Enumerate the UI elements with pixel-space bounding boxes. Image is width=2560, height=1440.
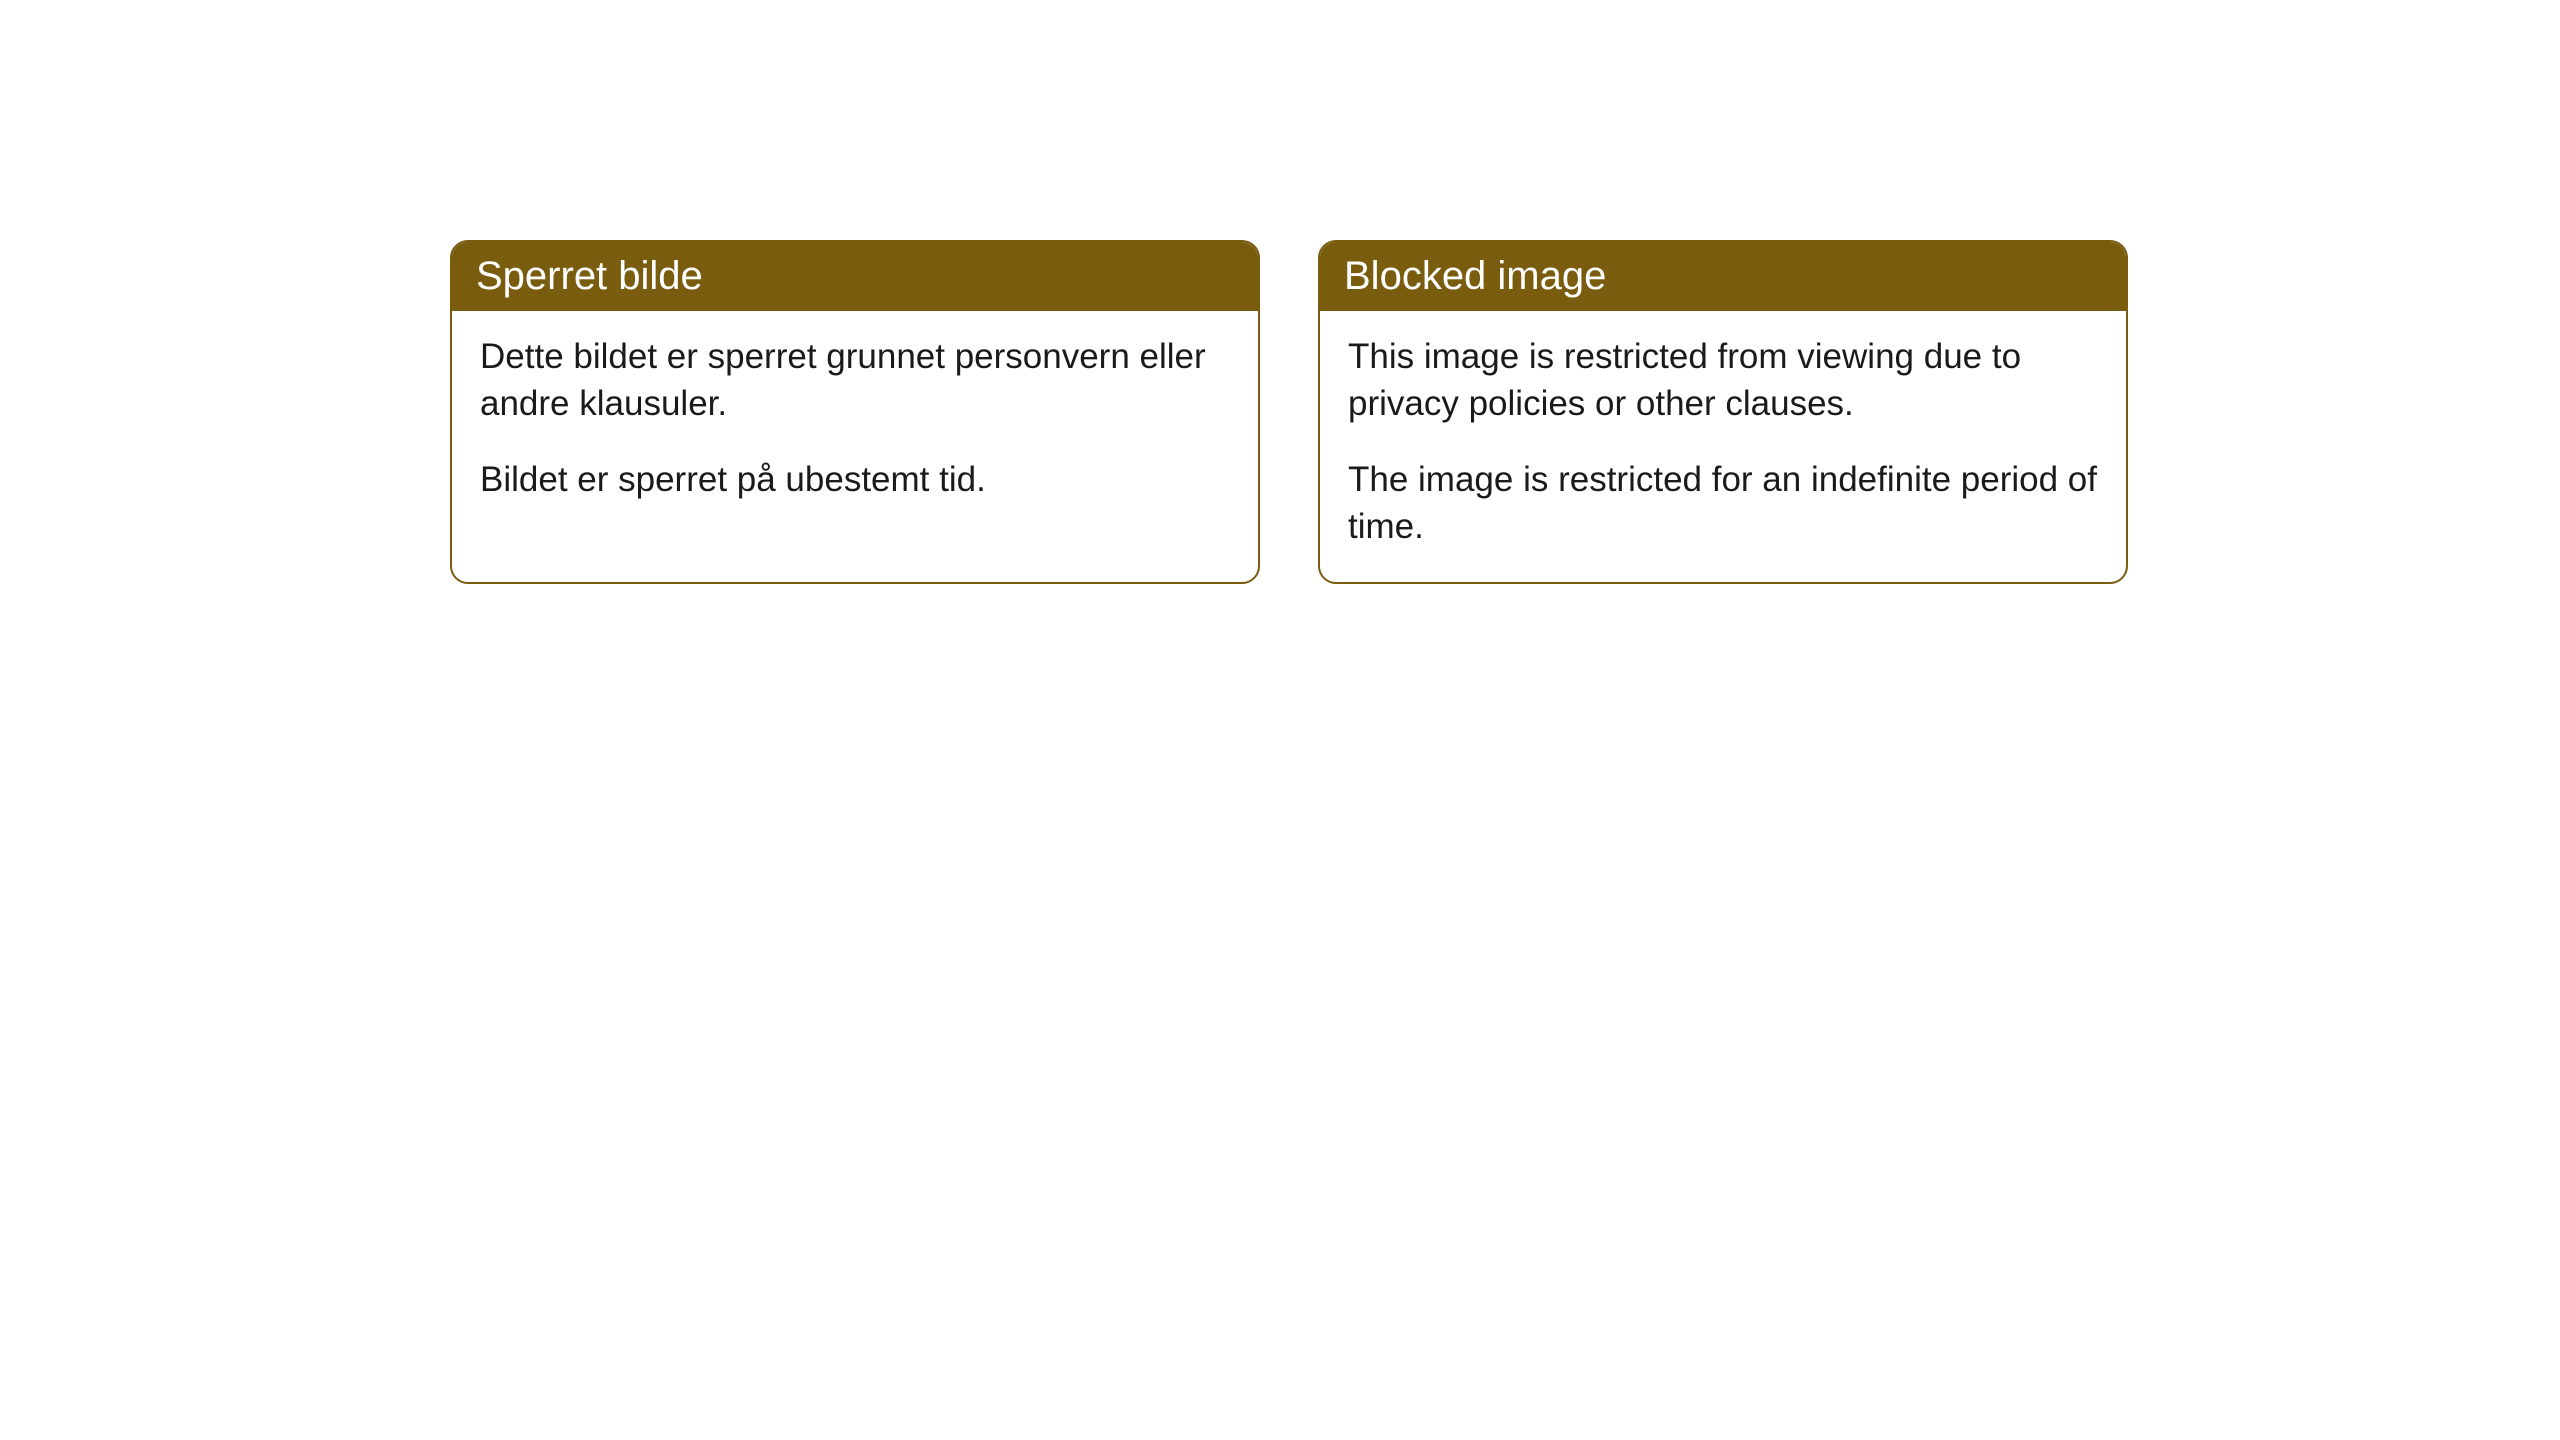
card-paragraph: Bildet er sperret på ubestemt tid. — [480, 456, 1230, 503]
card-body-norwegian: Dette bildet er sperret grunnet personve… — [452, 311, 1258, 535]
card-english: Blocked image This image is restricted f… — [1318, 240, 2128, 584]
card-paragraph: Dette bildet er sperret grunnet personve… — [480, 333, 1230, 428]
card-paragraph: The image is restricted for an indefinit… — [1348, 456, 2098, 551]
card-header-norwegian: Sperret bilde — [452, 242, 1258, 311]
card-header-english: Blocked image — [1320, 242, 2126, 311]
card-norwegian: Sperret bilde Dette bildet er sperret gr… — [450, 240, 1260, 584]
cards-container: Sperret bilde Dette bildet er sperret gr… — [450, 240, 2128, 584]
card-paragraph: This image is restricted from viewing du… — [1348, 333, 2098, 428]
card-body-english: This image is restricted from viewing du… — [1320, 311, 2126, 582]
